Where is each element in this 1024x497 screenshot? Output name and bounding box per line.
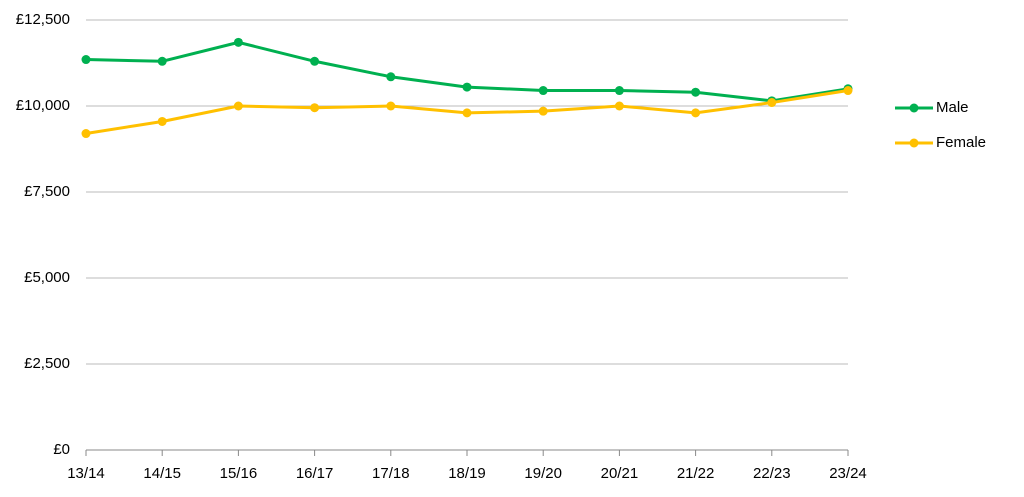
data-point [538, 86, 548, 96]
y-tick-label: £5,000 [24, 269, 70, 286]
data-point [310, 103, 320, 113]
legend-marker [909, 103, 919, 113]
data-point [386, 72, 396, 82]
data-point [386, 101, 396, 111]
x-tick-label: 17/18 [372, 465, 410, 482]
series-line [85, 40, 849, 103]
x-tick-label: 23/24 [829, 465, 867, 482]
data-point [538, 106, 548, 116]
legend-label: Female [936, 134, 986, 151]
legend-marker [909, 138, 919, 148]
data-point [157, 56, 167, 66]
data-point [233, 37, 243, 47]
data-point [691, 87, 701, 97]
y-tick-label: £0 [53, 441, 70, 458]
data-point [233, 101, 243, 111]
data-point [310, 56, 320, 66]
y-tick-label: £2,500 [24, 355, 70, 372]
legend-label: Male [936, 99, 969, 116]
x-tick-label: 18/19 [448, 465, 486, 482]
data-point [614, 101, 624, 111]
data-point [767, 98, 777, 108]
x-tick-label: 16/17 [296, 465, 334, 482]
x-tick-label: 14/15 [143, 465, 181, 482]
x-tick-label: 19/20 [524, 465, 562, 482]
y-tick-label: £10,000 [16, 97, 70, 114]
y-tick-label: £7,500 [24, 183, 70, 200]
x-tick-label: 20/21 [601, 465, 639, 482]
x-tick-label: 21/22 [677, 465, 715, 482]
x-tick-label: 15/16 [220, 465, 258, 482]
x-tick-label: 22/23 [753, 465, 791, 482]
x-tick-label: 13/14 [67, 465, 105, 482]
data-point [157, 116, 167, 126]
data-point [614, 86, 624, 96]
data-point [81, 55, 91, 65]
data-point [462, 82, 472, 92]
data-point [843, 86, 853, 96]
data-point [691, 108, 701, 118]
data-point [462, 108, 472, 118]
data-point [81, 129, 91, 139]
y-tick-label: £12,500 [16, 11, 70, 28]
